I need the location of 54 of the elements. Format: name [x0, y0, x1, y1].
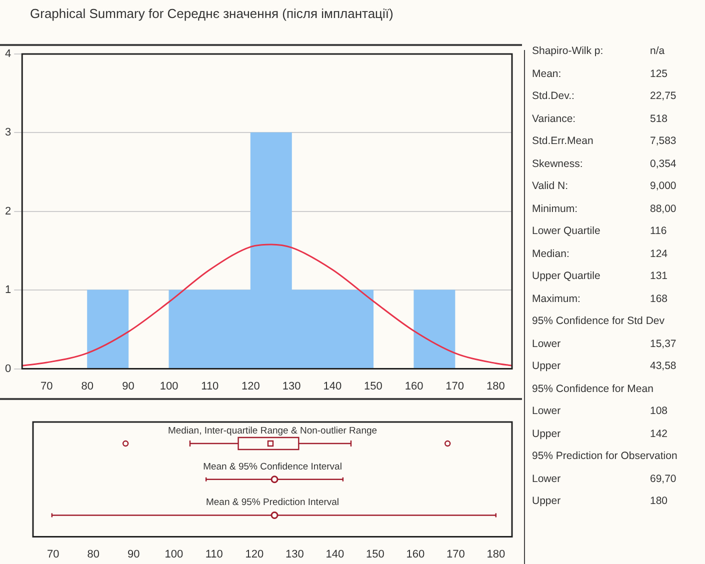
x-tick-label: 140: [323, 380, 342, 392]
text: Upper Quartile 131: [532, 270, 668, 282]
text: 95% Confidence for Mean: [532, 382, 654, 394]
text: Shapiro-Wilk p: n/a: [532, 45, 665, 57]
text: Upper 142: [532, 428, 668, 440]
x-tick-label: 80: [87, 548, 100, 560]
text: Lower 15,37: [532, 338, 676, 350]
text: Mean: 125: [532, 68, 668, 80]
text: Minimum: 88,00: [532, 202, 676, 214]
text: Median: 124: [532, 248, 668, 260]
text: Maximum: 168: [532, 292, 668, 304]
text: Skewness: 0,354: [532, 158, 676, 170]
y-tick-label: 0: [4, 362, 12, 375]
text: 95% Prediction for Observation: [532, 450, 678, 462]
x-tick-label: 150: [366, 548, 384, 560]
y-tick-label: Median, Inter-quartile Range & Non-outlier Range: [168, 425, 378, 436]
x-tick-label: 70: [47, 548, 60, 560]
x-tick-label: 120: [242, 380, 260, 392]
x-tick-label: 100: [164, 548, 184, 560]
text: Std.Err.Mean 7,583: [532, 135, 676, 147]
y-tick-label: 4: [4, 48, 12, 60]
x-tick-label: 120: [245, 548, 264, 560]
text: Upper 43,58: [532, 360, 676, 372]
x-tick-label: 90: [122, 380, 134, 392]
text: Lower 108: [532, 405, 668, 417]
y-tick-label: 3: [4, 126, 12, 139]
text: Lower Quartile 116: [532, 225, 667, 237]
x-tick-label: 180: [486, 548, 506, 560]
y-tick-label: 2: [4, 205, 12, 218]
x-tick-label: 110: [205, 548, 223, 560]
y-tick-label: 1: [4, 284, 12, 296]
x-tick-label: 100: [160, 380, 178, 392]
x-tick-label: 130: [282, 380, 301, 392]
x-tick-label: 70: [40, 380, 53, 392]
x-tick-label: 160: [406, 548, 425, 560]
y-tick-label: Mean & 95% Prediction Interval: [206, 497, 340, 508]
text: Variance: 518: [532, 112, 668, 124]
x-tick-label: 180: [486, 380, 505, 392]
x-tick-label: 170: [446, 380, 464, 392]
x-tick-label: 140: [326, 548, 344, 560]
x-tick-label: 80: [81, 380, 94, 392]
y-tick-label: Mean & 95% Confidence Interval: [203, 461, 342, 472]
x-tick-label: 160: [404, 380, 424, 392]
text: Valid N: 9,000: [532, 180, 676, 192]
text: 95% Confidence for Std Dev: [532, 315, 664, 327]
text: Std.Dev.: 22,75: [532, 90, 676, 102]
x-tick-label: 110: [201, 380, 219, 392]
text: Lower 69,70: [532, 472, 676, 484]
chart-title: Graphical Summary for Середнє значення (після імплантації): [30, 6, 394, 21]
x-tick-label: 150: [364, 380, 382, 392]
text: Upper 180: [532, 495, 668, 507]
x-tick-label: 170: [446, 548, 465, 560]
x-tick-label: 130: [285, 548, 304, 560]
x-tick-label: 90: [128, 548, 140, 560]
